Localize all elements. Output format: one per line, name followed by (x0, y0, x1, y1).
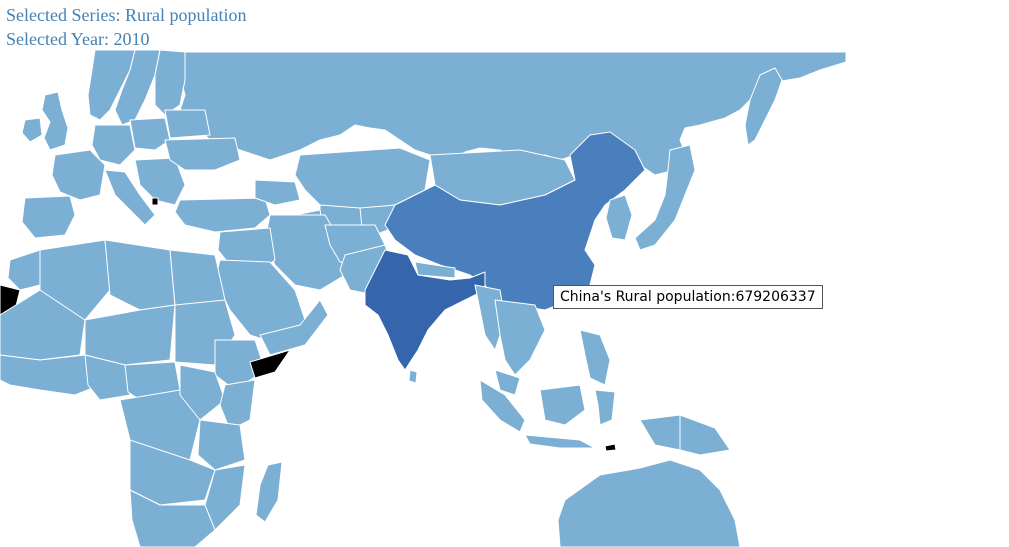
selected-year-label: Selected Year: 2010 (6, 29, 149, 50)
country-poland[interactable] (129, 117, 171, 151)
country-indonesia-java[interactable] (524, 434, 596, 449)
country-somalia[interactable] (249, 349, 291, 379)
tooltip-text: China's Rural population:679206337 (560, 289, 816, 305)
country-ethiopia[interactable] (214, 339, 266, 391)
country-australia[interactable] (557, 459, 741, 547)
country-south-sudan-uganda[interactable] (179, 364, 226, 421)
country-nigeria[interactable] (84, 354, 131, 401)
country-korea[interactable] (605, 194, 633, 241)
country-indonesia-sulawesi[interactable] (594, 389, 616, 426)
year-value: 2010 (113, 29, 150, 49)
country-tooltip: China's Rural population:679206337 (553, 285, 823, 309)
country-nepal[interactable] (414, 261, 456, 279)
country-japan[interactable] (634, 144, 696, 251)
country-indonesia-sumatra[interactable] (479, 379, 526, 433)
country-tanzania[interactable] (197, 419, 246, 471)
country-madagascar[interactable] (255, 461, 283, 523)
country-united-kingdom[interactable] (41, 91, 69, 151)
country-ukraine[interactable] (164, 137, 241, 171)
country-georgia-azerbaijan[interactable] (254, 179, 301, 206)
country-west-africa[interactable] (0, 354, 101, 396)
selected-series-label: Selected Series: Rural population (6, 5, 246, 26)
country-philippines[interactable] (579, 329, 611, 386)
country-france[interactable] (51, 149, 106, 201)
country-timor-leste[interactable] (604, 443, 617, 452)
country-thailand-laos-vietnam[interactable] (494, 299, 546, 376)
series-name: Rural population (124, 5, 247, 25)
country-belarus[interactable] (164, 109, 211, 139)
country-indonesia-borneo[interactable] (539, 384, 586, 426)
country-mauritania-mali[interactable] (0, 289, 86, 361)
country-kosovo[interactable] (151, 197, 159, 206)
year-prefix: Selected Year: (6, 29, 114, 49)
country-southern-africa[interactable] (129, 489, 216, 547)
country-russia-kamchatka[interactable] (744, 67, 783, 146)
country-yemen-oman[interactable] (259, 299, 329, 356)
country-malaysia[interactable] (494, 369, 521, 396)
country-sri-lanka[interactable] (408, 369, 418, 384)
country-russia[interactable] (179, 51, 847, 176)
country-italy[interactable] (104, 169, 156, 226)
country-ireland[interactable] (21, 117, 43, 143)
country-papua-new-guinea[interactable] (679, 414, 731, 456)
series-prefix: Selected Series: (6, 5, 125, 25)
country-india[interactable] (364, 249, 486, 371)
country-spain[interactable] (21, 195, 76, 239)
country-mozambique[interactable] (204, 464, 246, 531)
country-germany[interactable] (91, 124, 136, 166)
